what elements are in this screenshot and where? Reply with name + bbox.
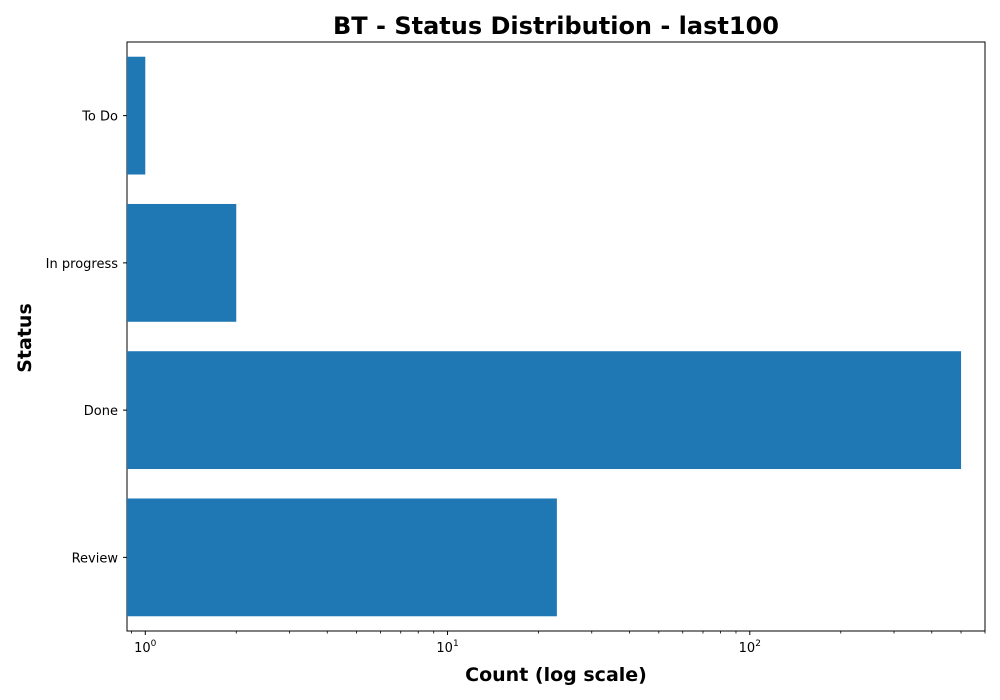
- tick-group: To Do In progress Done Review 100 101 102: [46, 110, 986, 656]
- y-tick-label: To Do: [81, 110, 118, 125]
- y-tick-label: Review: [72, 551, 119, 566]
- chart-title: BT - Status Distribution - last100: [333, 12, 779, 40]
- y-tick-label: In progress: [46, 257, 119, 272]
- x-axis-label: Count (log scale): [465, 664, 647, 686]
- bar-group: [127, 56, 962, 617]
- x-tick-label: 101: [436, 639, 458, 656]
- bar-done: [127, 351, 962, 470]
- x-tick-label: 100: [134, 639, 157, 656]
- bar-review: [127, 498, 557, 617]
- bar-in-progress: [127, 203, 237, 322]
- x-tick-label: 102: [739, 639, 761, 656]
- y-tick-label: Done: [84, 404, 118, 419]
- y-axis-label: Status: [14, 303, 36, 373]
- bar-to-do: [127, 56, 146, 175]
